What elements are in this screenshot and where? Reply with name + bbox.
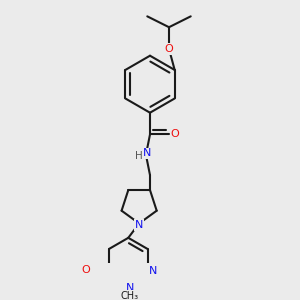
Text: N: N: [149, 266, 157, 276]
Text: H: H: [135, 151, 143, 161]
Text: N: N: [143, 148, 152, 158]
Text: O: O: [165, 44, 173, 54]
Text: O: O: [171, 129, 179, 140]
Text: O: O: [82, 265, 91, 275]
Text: N: N: [125, 283, 134, 293]
Text: CH₃: CH₃: [121, 291, 139, 300]
Text: N: N: [135, 220, 143, 230]
